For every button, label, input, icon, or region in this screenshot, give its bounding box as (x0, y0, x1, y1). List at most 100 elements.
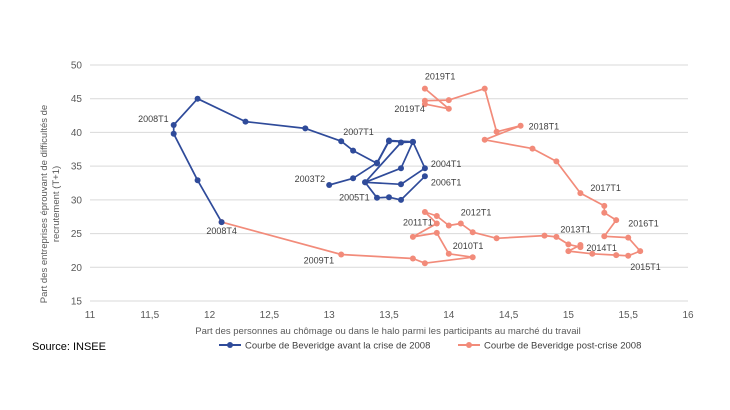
pre-crisis-loop-point (398, 165, 404, 172)
x-tick-label: 15,5 (618, 310, 638, 321)
legend: Courbe de Beveridge avant la crise de 20… (219, 341, 641, 352)
point-annotation: 2004T1 (431, 159, 462, 169)
point-annotation: 2003T2 (295, 174, 326, 184)
pre-crisis-loop-point (421, 173, 428, 180)
x-tick-label: 11,5 (140, 310, 159, 321)
y-tick-label: 25 (71, 229, 83, 240)
y-tick-label: 50 (71, 61, 83, 72)
pre-crisis-series-point (170, 122, 177, 128)
pre-crisis-loop-point (386, 194, 392, 201)
post-crisis-series-point (553, 233, 560, 240)
y-tick-labels: 15 20 25 30 35 40 45 50 (71, 61, 83, 308)
x-tick-label: 16 (682, 310, 694, 321)
post-crisis-series-line (221, 87, 642, 265)
post-crisis-series-point (565, 248, 572, 255)
post-crisis-series-point (421, 85, 428, 92)
post-crisis-series-point (577, 242, 584, 248)
annotation-layer: 2008T1 2008T4 2007T1 2003T2 2005T1 2004T1 2006… (138, 72, 661, 272)
point-annotation: 2017T1 (590, 183, 621, 193)
pre-crisis-series-point (194, 95, 201, 102)
y-tick-label: 45 (71, 94, 83, 105)
y-tick-label: 15 (71, 297, 83, 308)
post-crisis-series-point (481, 85, 488, 92)
point-annotation: 2011T1 (403, 218, 433, 228)
x-tick-label: 13,5 (379, 310, 399, 321)
pre-crisis-loop-line (328, 139, 426, 201)
post-crisis-series-point (409, 255, 416, 262)
x-tick-label: 12 (204, 310, 216, 321)
point-annotation: 2006T1 (431, 177, 462, 187)
pre-crisis-series-point (218, 219, 225, 226)
point-annotation: 2018T1 (529, 122, 560, 132)
y-axis-label-line2: recrutement (T+1) (51, 166, 62, 242)
post-crisis-series-point (625, 252, 632, 259)
legend-label-post: Courbe de Beveridge post-crise 2008 (484, 341, 641, 352)
pre-crisis-loop-point (326, 182, 333, 188)
post-crisis-series-point (433, 213, 440, 219)
pre-crisis-series-point (302, 125, 309, 132)
point-annotation: 2009T1 (304, 256, 335, 266)
x-tick-label: 13 (324, 310, 336, 321)
pre-crisis-series-point (170, 130, 177, 137)
y-tick-label: 35 (71, 162, 83, 173)
point-annotation: 2016T1 (628, 219, 659, 229)
pre-crisis-series-point (409, 138, 416, 145)
point-annotation: 2019T4 (394, 104, 425, 114)
x-tick-label: 14 (443, 310, 455, 321)
pre-crisis-series-point (194, 177, 201, 184)
legend-label-pre: Courbe de Beveridge avant la crise de 20… (245, 341, 430, 352)
pre-crisis-loop-point (398, 196, 404, 203)
post-crisis-series-point (529, 145, 536, 152)
post-crisis-series-point (493, 235, 500, 242)
pre-crisis-loop-point (374, 194, 380, 201)
point-annotation: 2013T1 (560, 224, 591, 234)
post-crisis-series-point (613, 252, 620, 259)
pre-crisis-loop-point (350, 175, 357, 182)
pre-crisis-series-point (242, 118, 249, 125)
x-tick-labels: 11 11,5 12 12,5 13 13,5 14 14,5 15 15,5 16 (85, 310, 694, 321)
post-crisis-series-point (445, 250, 452, 257)
pre-crisis-series-point (338, 138, 345, 145)
x-tick-label: 11 (85, 310, 96, 321)
post-crisis-series-point (601, 233, 608, 240)
point-annotation: 2008T4 (206, 226, 237, 236)
post-crisis-series-point (625, 234, 632, 241)
point-annotation: 2015T1 (630, 262, 661, 272)
post-crisis-series-point (338, 251, 345, 258)
pre-crisis-loop-point (398, 139, 404, 146)
post-crisis-series-point (493, 128, 500, 135)
pre-crisis-loop-point (398, 181, 404, 188)
post-crisis-series-point (481, 136, 488, 143)
post-crisis-series-point (541, 232, 548, 239)
x-axis-label: Part des personnes au chômage ou dans le… (195, 326, 581, 337)
pre-crisis-loop-point (421, 165, 428, 172)
point-annotation: 2007T1 (343, 127, 374, 137)
series-layer (170, 85, 644, 267)
point-annotation: 2019T1 (425, 72, 456, 82)
point-annotation: 2005T1 (339, 192, 370, 202)
post-crisis-series-point (445, 222, 452, 229)
x-tick-label: 12,5 (260, 310, 280, 321)
y-tick-label: 40 (71, 128, 83, 139)
pre-crisis-series-point (386, 138, 392, 145)
post-crisis-series-point (637, 248, 644, 255)
point-annotation: 2012T1 (461, 208, 492, 218)
post-crisis-series-point (421, 209, 428, 215)
post-crisis-series-point (601, 202, 608, 209)
pre-crisis-loop-point (362, 179, 369, 186)
pre-crisis-series-line (172, 97, 413, 223)
x-tick-label: 15 (563, 310, 575, 321)
post-crisis-series-point (421, 260, 428, 267)
post-crisis-series-point (445, 97, 452, 104)
legend-marker-pre (227, 342, 233, 348)
post-crisis-series-point (433, 220, 440, 227)
post-crisis-series-point (421, 101, 428, 108)
point-annotation: 2008T1 (138, 114, 169, 124)
post-crisis-series-point (517, 122, 524, 129)
point-annotation: 2014T1 (586, 243, 617, 253)
source-note: Source: INSEE (32, 341, 106, 353)
point-annotation: 2010T1 (453, 241, 484, 251)
post-crisis-series-point (577, 190, 584, 197)
